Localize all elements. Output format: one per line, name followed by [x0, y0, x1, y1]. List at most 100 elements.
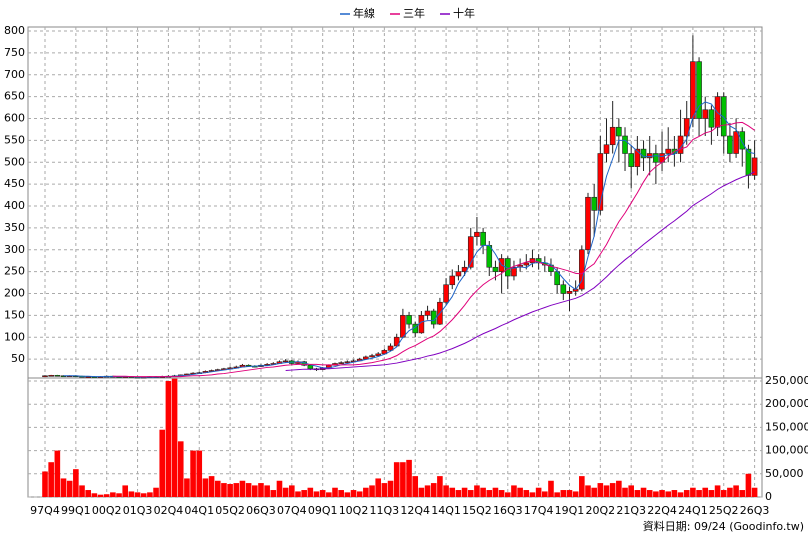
candle-body [474, 231, 480, 237]
x-tick-label: 22Q4 [647, 504, 677, 517]
volume-bar [400, 462, 406, 497]
volume-bar [653, 491, 659, 497]
candle-body [480, 231, 486, 246]
y-tick-label: 400 [4, 199, 25, 212]
volume-bar [511, 485, 517, 497]
volume-bar [387, 480, 394, 497]
volume-bar [356, 491, 363, 497]
volume-bar [714, 485, 721, 497]
volume-bar [467, 490, 474, 497]
volume-bar [338, 490, 344, 497]
volume-bar [313, 491, 320, 497]
volume-bar [640, 487, 647, 497]
volume-bar [745, 473, 752, 497]
y-tick-label: 100,000 [765, 444, 808, 457]
volume-bar [702, 487, 709, 497]
volume-bar [332, 487, 338, 497]
volume-bar [134, 492, 141, 497]
x-tick-label: 10Q2 [339, 504, 369, 517]
x-tick-label: 09Q1 [308, 504, 338, 517]
candle-body [344, 361, 351, 364]
candle-body [591, 196, 597, 211]
candle-body [467, 236, 474, 268]
volume-bar [85, 490, 91, 497]
volume-bar [708, 490, 715, 497]
x-tick-label: 24Q1 [678, 504, 708, 517]
x-tick-label: 01Q3 [123, 504, 153, 517]
candle-body [585, 196, 591, 251]
volume-bar [122, 485, 129, 497]
volume-bar [720, 490, 727, 497]
x-tick-label: 12Q4 [400, 504, 430, 517]
candle-body [634, 148, 641, 167]
volume-bar [307, 487, 314, 497]
y-tick-label: 150 [4, 308, 25, 321]
volume-bar [301, 490, 307, 497]
x-tick-label: 04Q1 [184, 504, 214, 517]
x-tick-label: 17Q4 [524, 504, 554, 517]
volume-bar [751, 487, 758, 497]
volume-bar [177, 441, 184, 497]
volume-bar [609, 483, 616, 497]
volume-bar [128, 491, 135, 497]
candle-body [653, 153, 659, 163]
volume-bar [628, 485, 634, 497]
volume-bar [696, 490, 702, 497]
volume-bar [73, 469, 79, 497]
candle-body [443, 284, 449, 303]
y-tick-label: 150,000 [765, 420, 808, 433]
volume-bar [585, 485, 591, 497]
volume-bar [480, 487, 486, 497]
y-tick-label: 300 [4, 243, 25, 256]
volume-bar [363, 487, 369, 497]
volume-bar [492, 487, 499, 497]
volume-bar [245, 483, 252, 497]
volume-bar [597, 483, 604, 497]
volume-bar [214, 480, 221, 497]
legend-label: 三年 [403, 6, 425, 20]
candle-body [640, 148, 647, 159]
volume-bar [603, 485, 610, 497]
candle-body [48, 375, 54, 377]
candle-body [628, 153, 634, 167]
y-tick-label: 700 [4, 68, 25, 81]
candle-body [696, 61, 702, 119]
volume-bar [690, 487, 696, 497]
volume-bar [48, 462, 54, 497]
volume-bar [529, 492, 536, 497]
volume-bar [646, 490, 653, 497]
candle-body [690, 61, 696, 119]
x-tick-label: 16Q3 [493, 504, 523, 517]
candle-body [511, 266, 517, 277]
y-tick-label: 800 [4, 24, 25, 37]
volume-bar [572, 491, 579, 497]
volume-bar [270, 490, 277, 497]
candle-body [523, 262, 530, 266]
volume-bar [289, 485, 295, 497]
volume-bar [437, 476, 443, 497]
candle-body [683, 118, 690, 137]
y-tick-label: 500 [4, 155, 25, 168]
volume-bar [159, 429, 166, 497]
candle-body [449, 275, 456, 286]
candle-body [375, 353, 382, 356]
y-tick-label: 650 [4, 90, 25, 103]
candle-body [603, 144, 610, 154]
y-tick-label: 200 [4, 287, 25, 300]
y-tick-label: 100 [4, 330, 25, 343]
volume-bar [147, 492, 153, 497]
volume-bar [196, 450, 203, 497]
volume-bar [190, 450, 196, 497]
volume-bar [517, 487, 523, 497]
candle-body [418, 315, 425, 334]
legend-label: 十年 [453, 6, 475, 20]
volume-bar [461, 487, 468, 497]
x-tick-label: 14Q1 [431, 504, 461, 517]
volume-bar [504, 492, 511, 497]
y-tick-label: 0 [765, 490, 772, 503]
candle-body [708, 109, 715, 128]
volume-bar [42, 471, 48, 497]
volume-bar [498, 490, 505, 497]
volume-bar [319, 490, 326, 497]
